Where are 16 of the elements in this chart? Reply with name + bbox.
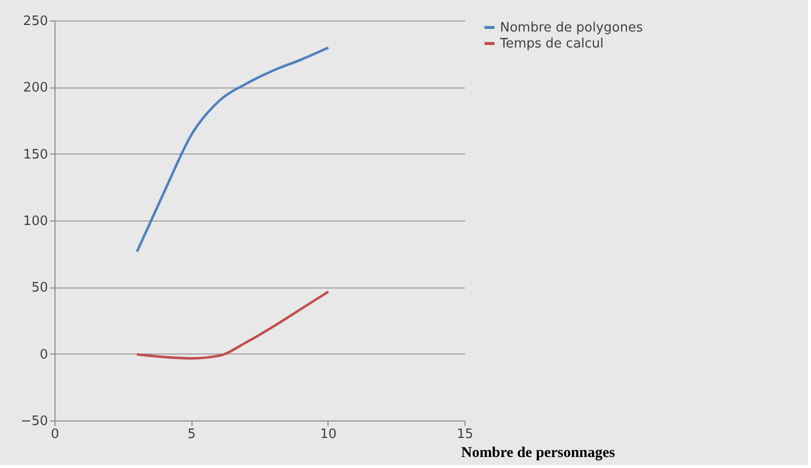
y-tick-label: −50 xyxy=(20,414,48,429)
y-tick-label: 0 xyxy=(40,347,48,362)
y-tick-label: 50 xyxy=(31,280,48,296)
x-tick-label: 15 xyxy=(456,427,474,442)
y-tick-label: 100 xyxy=(23,214,48,229)
legend-label: Nombre de polygones xyxy=(500,20,644,36)
y-tick-label: 150 xyxy=(23,147,48,162)
x-axis-title: Nombre de personnages xyxy=(461,445,616,461)
line-series xyxy=(136,46,330,253)
legend-label: Temps de calcul xyxy=(499,36,604,52)
x-tick-label: 5 xyxy=(188,427,196,442)
y-tick-label: 200 xyxy=(23,80,48,96)
x-tick-label: 0 xyxy=(50,427,60,442)
x-tick-label: 10 xyxy=(320,427,337,442)
line-series xyxy=(136,290,330,360)
y-tick-label: 250 xyxy=(23,14,48,29)
